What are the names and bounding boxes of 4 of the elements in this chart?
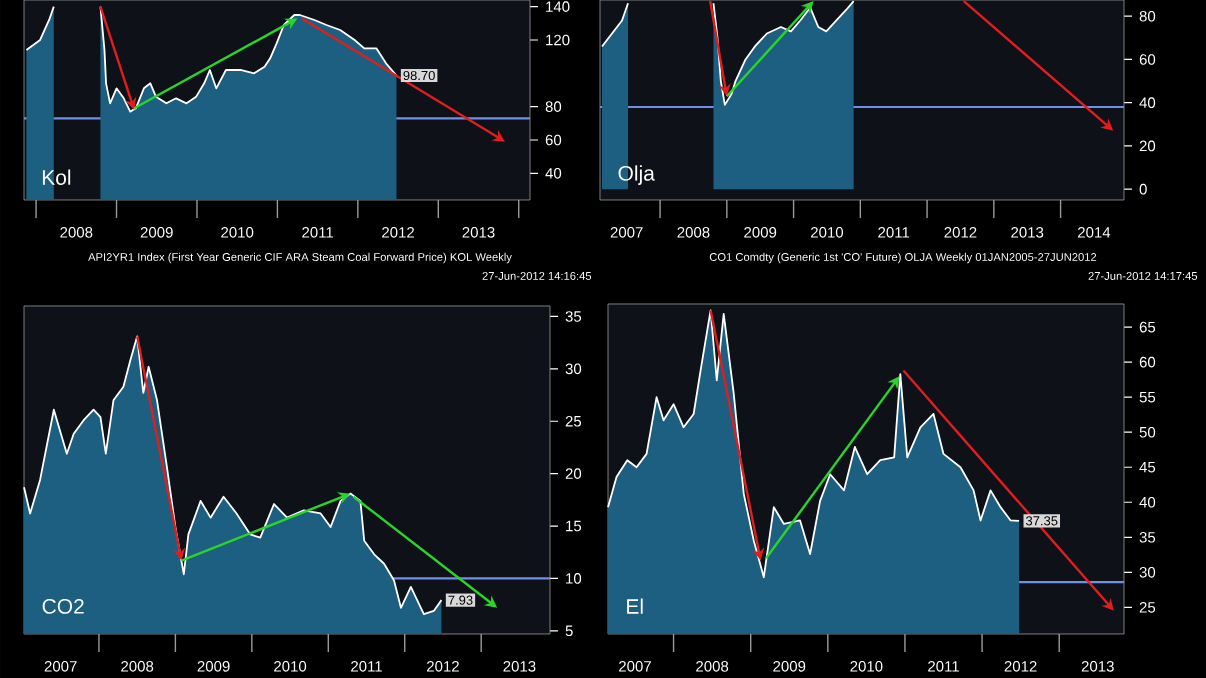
text: Olja [618, 165, 655, 185]
text: Kol [42, 169, 71, 185]
text: CO2 [42, 598, 84, 614]
text: El [627, 598, 643, 614]
